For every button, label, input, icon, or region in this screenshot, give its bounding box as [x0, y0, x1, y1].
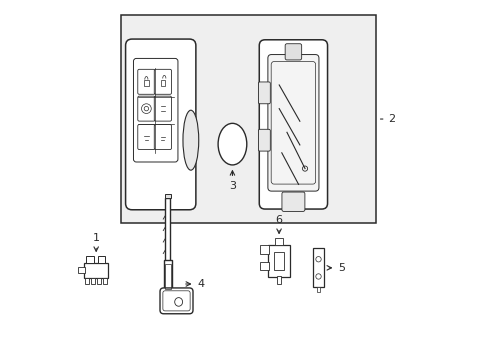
Bar [86, 256, 95, 263]
Text: 6: 6 [275, 215, 283, 233]
Bar [274, 252, 285, 270]
FancyBboxPatch shape [160, 288, 193, 314]
FancyBboxPatch shape [258, 82, 270, 104]
Bar [269, 244, 290, 277]
Ellipse shape [175, 298, 183, 306]
Ellipse shape [183, 110, 199, 170]
Bar [97, 278, 101, 284]
FancyBboxPatch shape [282, 192, 305, 211]
Bar [164, 260, 172, 290]
Bar [161, 80, 165, 86]
FancyBboxPatch shape [259, 40, 327, 209]
FancyBboxPatch shape [154, 96, 171, 121]
FancyBboxPatch shape [138, 125, 155, 149]
FancyBboxPatch shape [154, 125, 171, 149]
FancyBboxPatch shape [258, 129, 270, 151]
FancyBboxPatch shape [138, 69, 155, 94]
Text: 1: 1 [93, 233, 99, 251]
Bar [144, 80, 148, 86]
Bar [165, 264, 171, 289]
Bar [91, 278, 95, 284]
Bar [260, 262, 269, 270]
FancyBboxPatch shape [133, 58, 178, 162]
Bar [103, 278, 107, 284]
Bar [85, 278, 89, 284]
Text: 2: 2 [380, 114, 395, 124]
Text: 5: 5 [327, 263, 345, 273]
Bar [313, 248, 324, 287]
Bar [260, 246, 269, 253]
FancyBboxPatch shape [125, 39, 196, 210]
Bar [317, 287, 320, 292]
FancyBboxPatch shape [138, 96, 155, 121]
Bar [277, 276, 281, 284]
Text: 4: 4 [186, 279, 204, 289]
Ellipse shape [218, 123, 247, 165]
Bar [275, 238, 283, 244]
FancyBboxPatch shape [268, 55, 319, 191]
Bar [165, 194, 171, 198]
Bar [122, 15, 376, 223]
FancyBboxPatch shape [154, 69, 171, 94]
Bar [78, 267, 85, 273]
FancyBboxPatch shape [271, 62, 316, 184]
FancyBboxPatch shape [285, 44, 302, 60]
Text: 3: 3 [229, 171, 236, 191]
Bar [84, 263, 108, 279]
Bar [166, 198, 171, 261]
Bar [98, 256, 105, 263]
